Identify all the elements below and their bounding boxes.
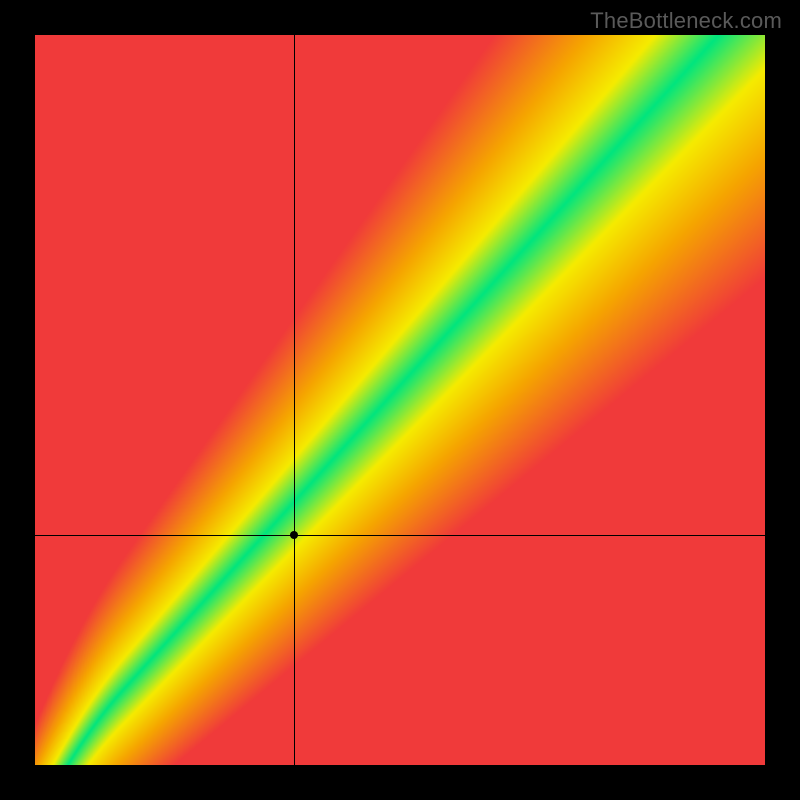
heatmap-canvas <box>35 35 765 765</box>
plot-area <box>35 35 765 765</box>
crosshair-marker <box>290 531 298 539</box>
outer-frame: TheBottleneck.com <box>0 0 800 800</box>
watermark-text: TheBottleneck.com <box>590 8 782 34</box>
